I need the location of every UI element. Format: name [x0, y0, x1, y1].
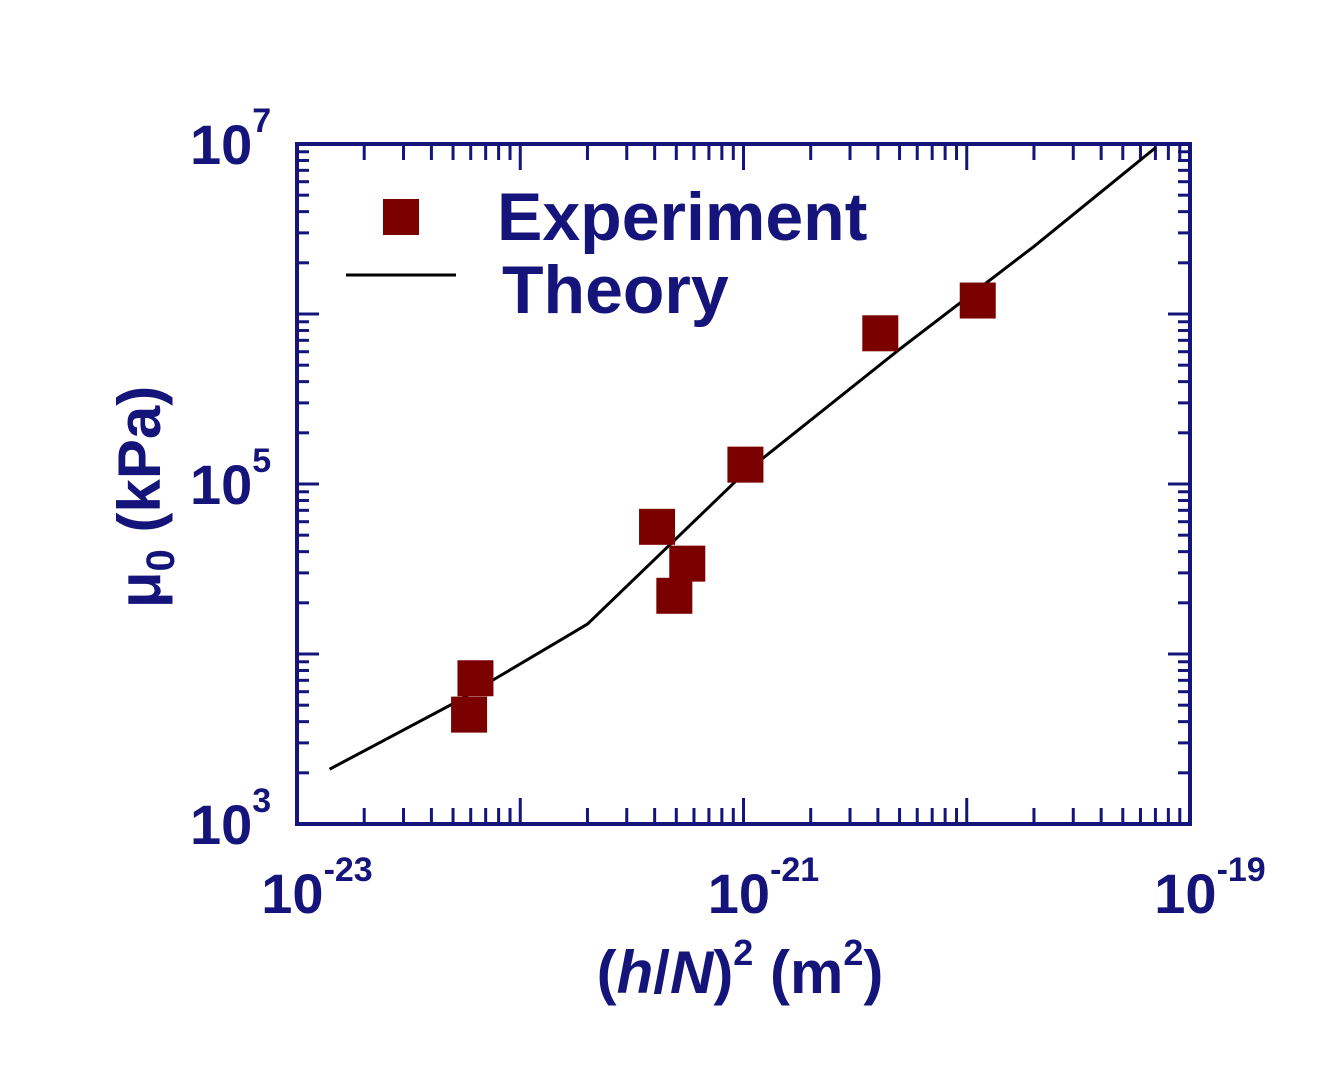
y-tick-label: 105: [190, 442, 271, 516]
experiment-points: [451, 282, 996, 733]
experiment-point: [639, 508, 676, 545]
experiment-point: [451, 696, 488, 733]
experiment-point: [669, 545, 706, 582]
y-tick-label: 103: [190, 782, 271, 856]
legend: Experiment Theory: [346, 179, 867, 328]
y-tick-labels: 103 105 107: [190, 102, 271, 856]
x-tick-label: 10-19: [1154, 851, 1265, 925]
legend-label-experiment: Experiment: [497, 179, 867, 255]
y-axis-title: μ0 (kPa): [106, 386, 183, 608]
legend-marker-experiment: [383, 199, 419, 235]
experiment-point: [457, 660, 494, 697]
x-axis-title: (h/N)2 (m2): [597, 932, 884, 1006]
legend-label-theory: Theory: [502, 252, 729, 328]
y-tick-label: 107: [190, 102, 271, 176]
experiment-point: [656, 577, 693, 614]
experiment-point: [727, 446, 764, 483]
experiment-point: [959, 282, 996, 319]
x-tick-label: 10-21: [708, 851, 819, 925]
experiment-point: [862, 315, 899, 352]
axis-ticks: [295, 142, 1192, 826]
x-tick-labels: 10-23 10-21 10-19: [261, 851, 1265, 925]
x-tick-label: 10-23: [261, 851, 372, 925]
